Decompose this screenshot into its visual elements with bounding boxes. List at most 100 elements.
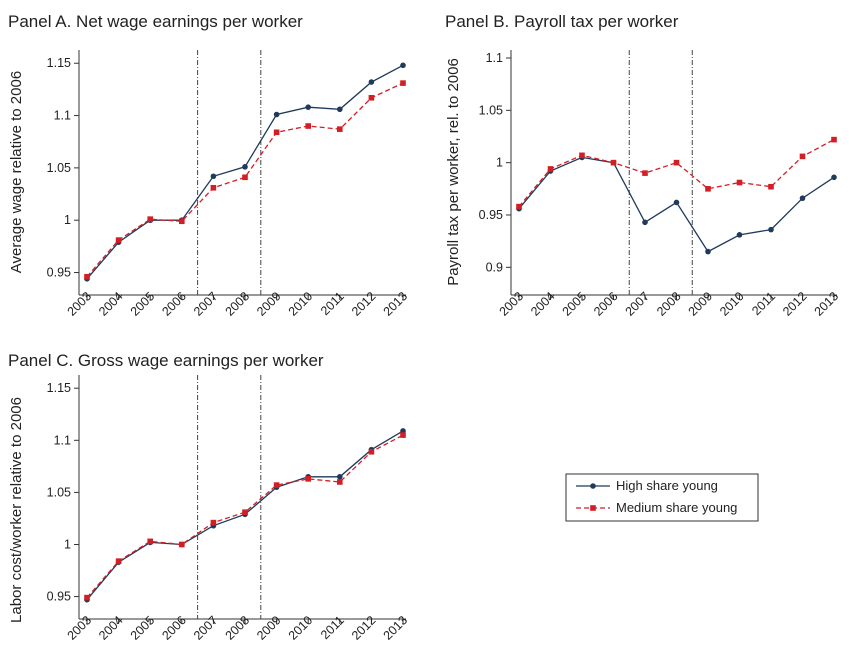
x-tick-label: 2010 bbox=[286, 289, 316, 319]
y-tick-label: 1.1 bbox=[54, 433, 71, 447]
x-tick-label: 2013 bbox=[381, 289, 411, 319]
data-point-medium bbox=[147, 216, 153, 222]
x-tick-label: 2008 bbox=[654, 289, 684, 319]
y-tick-label: 1.1 bbox=[486, 51, 503, 65]
y-axis-label: Average wage relative to 2006 bbox=[8, 71, 25, 273]
data-point-medium bbox=[736, 179, 743, 186]
data-point-high bbox=[305, 104, 312, 110]
legend-box bbox=[565, 473, 759, 522]
series-line-medium-share-young bbox=[86, 82, 404, 278]
x-tick-label: 2006 bbox=[591, 289, 621, 319]
data-point-high bbox=[337, 106, 343, 113]
x-tick-label: 2006 bbox=[159, 289, 189, 319]
y-tick-label: 1.1 bbox=[54, 109, 71, 123]
x-tick-label: 2004 bbox=[96, 289, 126, 319]
legend-label-medium: Medium share young bbox=[616, 500, 737, 515]
data-point-medium bbox=[368, 94, 375, 101]
data-point-medium bbox=[705, 186, 711, 192]
y-tick-label: 1.15 bbox=[47, 56, 71, 70]
data-point-medium bbox=[273, 482, 280, 488]
x-tick-label: 2011 bbox=[318, 289, 347, 318]
data-point-medium bbox=[337, 479, 343, 485]
panel-0: Panel A. Net wage earnings per worker Ave… bbox=[8, 12, 410, 319]
data-point-medium bbox=[610, 159, 617, 166]
data-point-medium bbox=[368, 448, 375, 455]
x-tick-label: 2004 bbox=[528, 289, 558, 319]
x-tick-label: 2013 bbox=[812, 289, 842, 319]
data-point-medium bbox=[516, 203, 522, 210]
data-point-medium bbox=[115, 558, 122, 564]
data-point-medium bbox=[831, 136, 837, 143]
legend-marker-medium bbox=[590, 505, 596, 511]
y-tick-label: 1.05 bbox=[47, 161, 71, 175]
data-point-medium bbox=[179, 218, 185, 225]
series-line-high-share-young bbox=[86, 64, 404, 280]
y-tick-label: 1 bbox=[64, 213, 71, 227]
x-tick-label: 2008 bbox=[223, 289, 253, 319]
data-point-medium bbox=[210, 184, 217, 191]
series-line-medium-share-young bbox=[518, 139, 835, 208]
panel-title: Panel C. Gross wage earnings per worker bbox=[8, 351, 324, 370]
data-point-medium bbox=[337, 126, 343, 132]
x-tick-label: 2005 bbox=[560, 289, 590, 319]
panel-title: Panel A. Net wage earnings per worker bbox=[8, 12, 303, 31]
y-tick-label: 0.9 bbox=[486, 260, 503, 274]
y-tick-label: 1 bbox=[64, 537, 71, 551]
data-point-medium bbox=[799, 153, 806, 160]
data-point-medium bbox=[242, 509, 248, 515]
data-point-medium bbox=[400, 432, 406, 438]
data-point-high bbox=[768, 226, 774, 233]
y-axis-label: Labor cost/worker relative to 2006 bbox=[8, 397, 25, 623]
data-point-medium bbox=[400, 80, 406, 86]
x-tick-label: 2011 bbox=[749, 289, 778, 318]
data-point-medium bbox=[84, 594, 90, 601]
data-point-medium bbox=[179, 541, 185, 548]
x-tick-label: 2012 bbox=[780, 289, 810, 319]
y-tick-label: 1 bbox=[496, 156, 503, 170]
data-point-high bbox=[273, 111, 280, 118]
x-tick-label: 2004 bbox=[96, 613, 126, 643]
data-point-medium bbox=[579, 152, 585, 159]
x-tick-label: 2005 bbox=[128, 289, 158, 319]
x-tick-label: 2003 bbox=[65, 613, 95, 643]
data-point-medium bbox=[305, 123, 311, 129]
y-tick-label: 0.95 bbox=[47, 590, 71, 604]
data-point-high bbox=[799, 195, 806, 202]
x-tick-label: 2005 bbox=[128, 613, 158, 643]
x-tick-label: 2013 bbox=[381, 613, 411, 643]
data-point-medium bbox=[115, 237, 122, 243]
data-point-medium bbox=[210, 519, 217, 526]
data-point-high bbox=[642, 219, 648, 226]
x-tick-label: 2009 bbox=[686, 289, 716, 319]
x-tick-label: 2011 bbox=[318, 613, 347, 642]
y-tick-label: 0.95 bbox=[47, 266, 71, 280]
data-point-high bbox=[210, 173, 217, 180]
x-tick-label: 2008 bbox=[223, 613, 253, 643]
data-point-medium bbox=[547, 166, 554, 172]
data-point-high bbox=[337, 473, 343, 480]
panel-title: Panel B. Payroll tax per worker bbox=[445, 12, 679, 31]
x-tick-label: 2010 bbox=[717, 289, 747, 319]
x-tick-label: 2007 bbox=[191, 289, 221, 319]
legend-label-high: High share young bbox=[616, 478, 718, 493]
x-tick-label: 2009 bbox=[254, 289, 284, 319]
x-tick-label: 2012 bbox=[349, 289, 379, 319]
data-point-medium bbox=[305, 476, 311, 482]
data-point-high bbox=[705, 248, 711, 255]
x-tick-label: 2012 bbox=[349, 613, 379, 643]
y-tick-label: 1.15 bbox=[47, 381, 71, 395]
data-point-high bbox=[736, 232, 743, 238]
data-point-high bbox=[400, 62, 406, 69]
data-point-medium bbox=[84, 273, 90, 280]
y-tick-label: 1.05 bbox=[479, 103, 503, 117]
x-tick-label: 2007 bbox=[623, 289, 653, 319]
data-point-medium bbox=[673, 159, 680, 166]
data-point-high bbox=[242, 164, 248, 170]
y-axis-label: Payroll tax per worker, rel. to 2006 bbox=[445, 58, 462, 286]
x-tick-label: 2009 bbox=[254, 613, 284, 643]
y-tick-label: 1.05 bbox=[47, 485, 71, 499]
data-point-medium bbox=[273, 129, 280, 136]
data-point-medium bbox=[147, 538, 153, 545]
panel-2: Panel C. Gross wage earnings per worker L… bbox=[8, 351, 410, 643]
